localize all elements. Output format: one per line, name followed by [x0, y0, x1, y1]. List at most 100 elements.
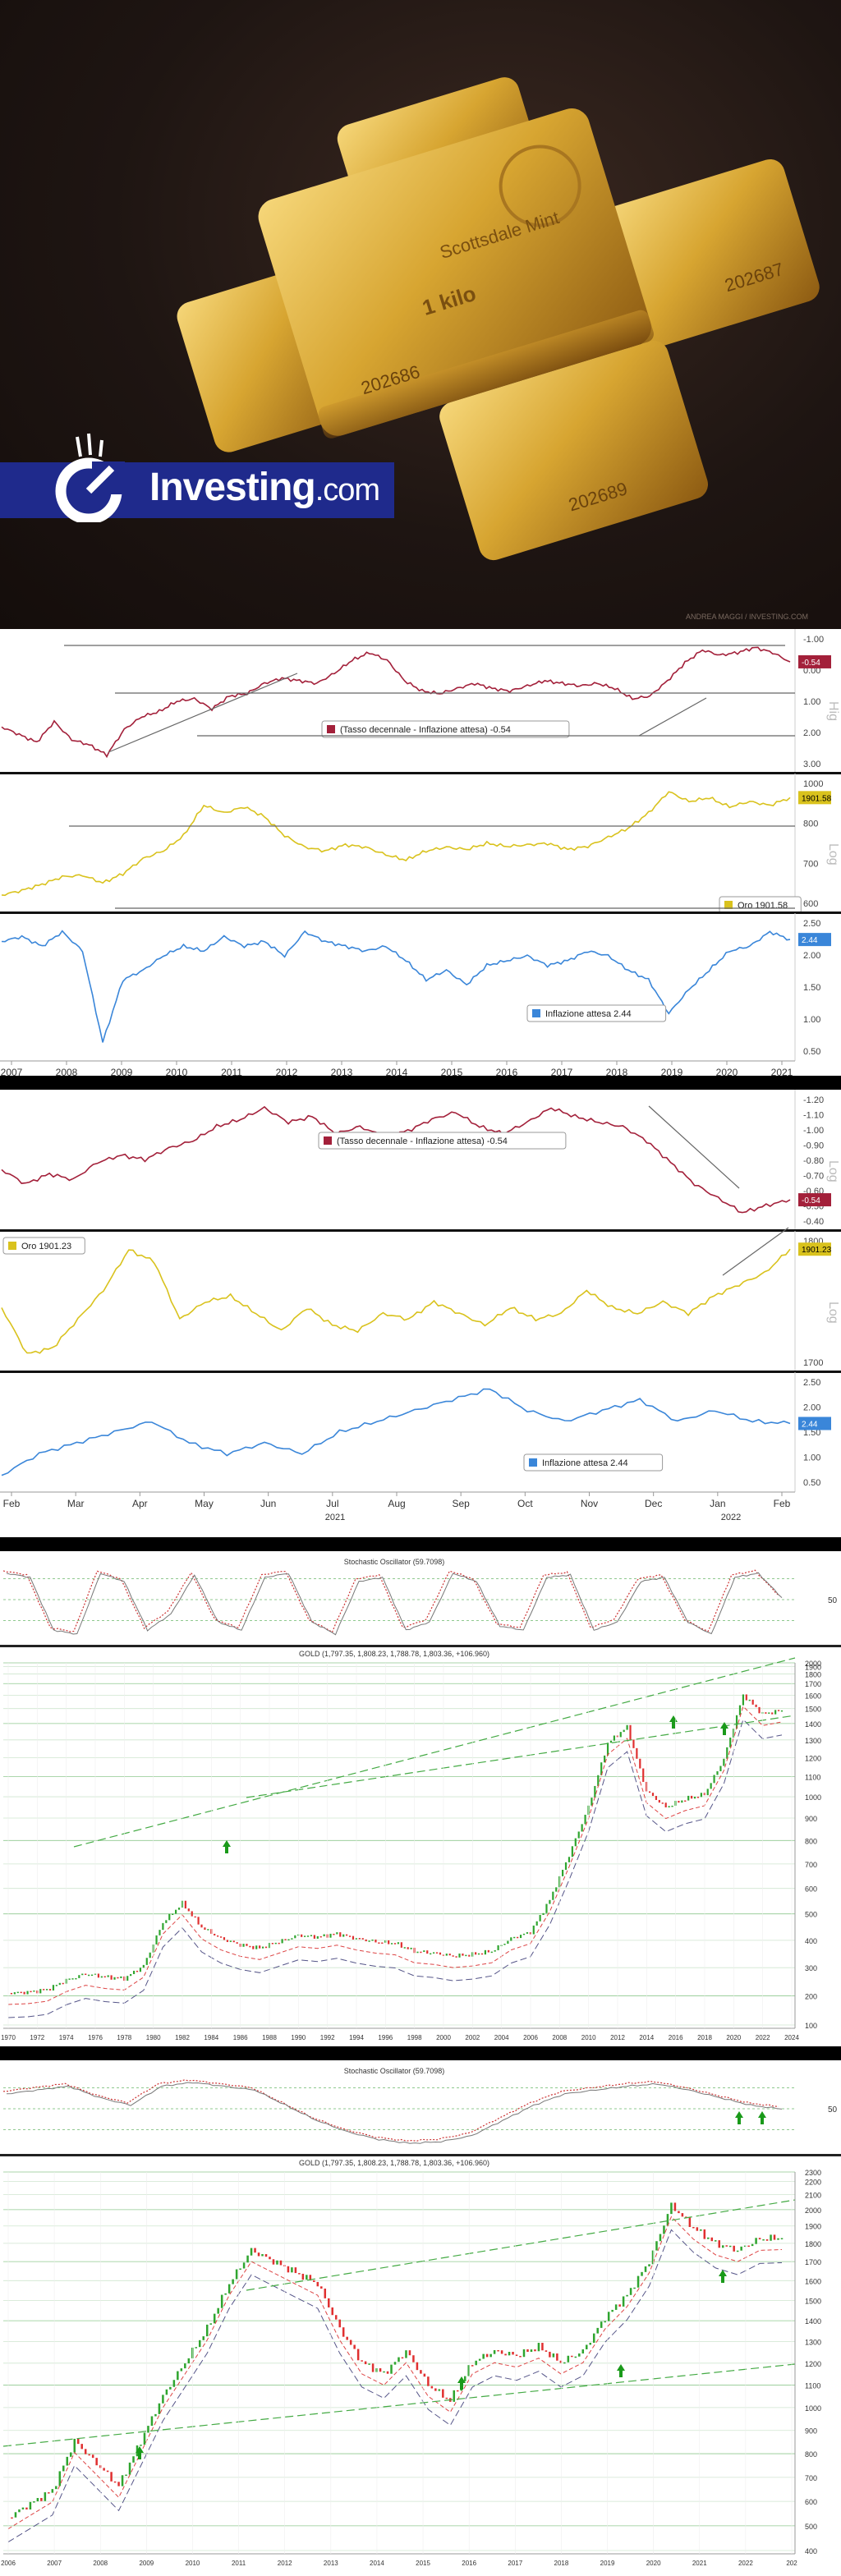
x-tick-label: 2020: [646, 2560, 661, 2567]
price-tick: 1300: [805, 2339, 821, 2347]
candle: [405, 2350, 407, 2358]
candle: [371, 2363, 375, 2372]
candle: [14, 2512, 17, 2518]
candle: [641, 2271, 643, 2276]
x-tick-label: 2010: [186, 2560, 200, 2567]
x-tick-label: 1980: [146, 2034, 161, 2041]
price-tick: 1500: [805, 2297, 821, 2305]
candle: [168, 1913, 171, 1921]
candle: [658, 1799, 660, 1803]
candle: [264, 2254, 268, 2257]
candle: [191, 1911, 193, 1917]
x-tick-label: 2022: [738, 2560, 753, 2567]
candle: [494, 1949, 496, 1952]
candle: [596, 2327, 599, 2334]
candle: [552, 2353, 555, 2358]
last-value-tag: [798, 1417, 831, 1430]
pane-divider: [0, 1229, 841, 1232]
candle: [132, 1970, 136, 1975]
x-tick-label: Oct: [517, 1498, 533, 1509]
price-tick: 1900: [805, 2223, 821, 2231]
candle: [159, 1930, 161, 1935]
candle: [545, 2350, 548, 2352]
hero-image: Scottsdale Mint 1 kilo 202686 202687 202…: [0, 0, 841, 629]
candle: [70, 2452, 72, 2457]
candle: [214, 1933, 216, 1935]
osc-line-d: [6, 2082, 783, 2144]
candle: [48, 1989, 52, 1991]
candle: [700, 1793, 702, 1798]
candle: [467, 2365, 470, 2376]
candle: [545, 1903, 548, 1913]
candle: [44, 2492, 47, 2501]
candle: [310, 1935, 313, 1936]
candle: [534, 2349, 536, 2352]
candle: [710, 1783, 712, 1789]
candle: [375, 1939, 377, 1943]
candle: [142, 1964, 145, 1968]
candle: [743, 2245, 747, 2248]
candle: [145, 1958, 148, 1965]
candle: [309, 2275, 312, 2280]
x-tick-label: Jun: [260, 1498, 276, 1509]
candle: [205, 2324, 209, 2337]
candle: [386, 2371, 389, 2374]
candle: [361, 2360, 363, 2362]
legend-box: [526, 1004, 667, 1022]
candle: [155, 1935, 158, 1945]
x-tick-label: 1970: [1, 2034, 16, 2041]
candle: [390, 1943, 393, 1945]
candle: [423, 2373, 426, 2377]
candle: [626, 2294, 628, 2297]
candle: [661, 1802, 664, 1804]
moving-average-long: [7, 2229, 783, 2543]
candle: [339, 1932, 342, 1937]
legend-text: Oro 1901.23: [21, 1242, 71, 1251]
candle: [40, 2498, 43, 2501]
candle: [220, 2294, 223, 2308]
x-tick-label: 2014: [370, 2560, 384, 2567]
arrow-up-icon: [719, 2270, 727, 2283]
candle: [659, 2234, 662, 2242]
candle: [207, 1929, 209, 1931]
candle: [147, 2426, 149, 2433]
y-tick-label: 1.00: [803, 1453, 820, 1463]
x-tick-label: Mar: [67, 1498, 85, 1509]
candle: [271, 1943, 273, 1945]
candle: [688, 2216, 692, 2227]
candle: [204, 1927, 206, 1930]
chart-real-yield-gold-longterm: -1.00 0.00 1.00 2.00 3.00 -0.54 (Tasso decenna…: [0, 629, 841, 1078]
candle: [673, 2202, 677, 2211]
candle: [713, 1775, 715, 1784]
candle: [85, 1973, 87, 1976]
series-line-gold: [1, 1248, 791, 1354]
legend-box: [523, 1453, 664, 1472]
candle: [272, 2259, 275, 2265]
candle: [458, 1953, 461, 1958]
candle: [199, 2340, 201, 2348]
candle: [120, 1976, 122, 1978]
candle: [97, 1973, 99, 1978]
trend-line: [73, 1657, 796, 1848]
price-tick: 1800: [805, 2240, 821, 2248]
candle: [604, 2321, 606, 2323]
candle: [439, 1952, 442, 1955]
x-tick-label: 2015: [441, 1067, 463, 1076]
y-tick-label: -0.80: [803, 1156, 824, 1166]
chart-4-svg: Stochastic Oscillator (59.7098) 50 GOLD (1…: [0, 2060, 841, 2567]
candle: [284, 1939, 287, 1940]
price-tick: 600: [805, 2498, 817, 2506]
price-tick: 900: [805, 1815, 817, 1823]
candle: [239, 2268, 241, 2271]
candle: [735, 1715, 738, 1729]
x-tick-label: May: [195, 1498, 214, 1509]
candle: [371, 1939, 374, 1941]
candle: [771, 1712, 774, 1715]
y-tick-label: 1700: [803, 1358, 823, 1368]
x-tick-label: 2010: [166, 1067, 188, 1076]
candle: [353, 2344, 356, 2349]
candle: [336, 1932, 338, 1935]
candle: [477, 1953, 480, 1955]
candle: [507, 1940, 509, 1945]
candle: [480, 1953, 484, 1955]
